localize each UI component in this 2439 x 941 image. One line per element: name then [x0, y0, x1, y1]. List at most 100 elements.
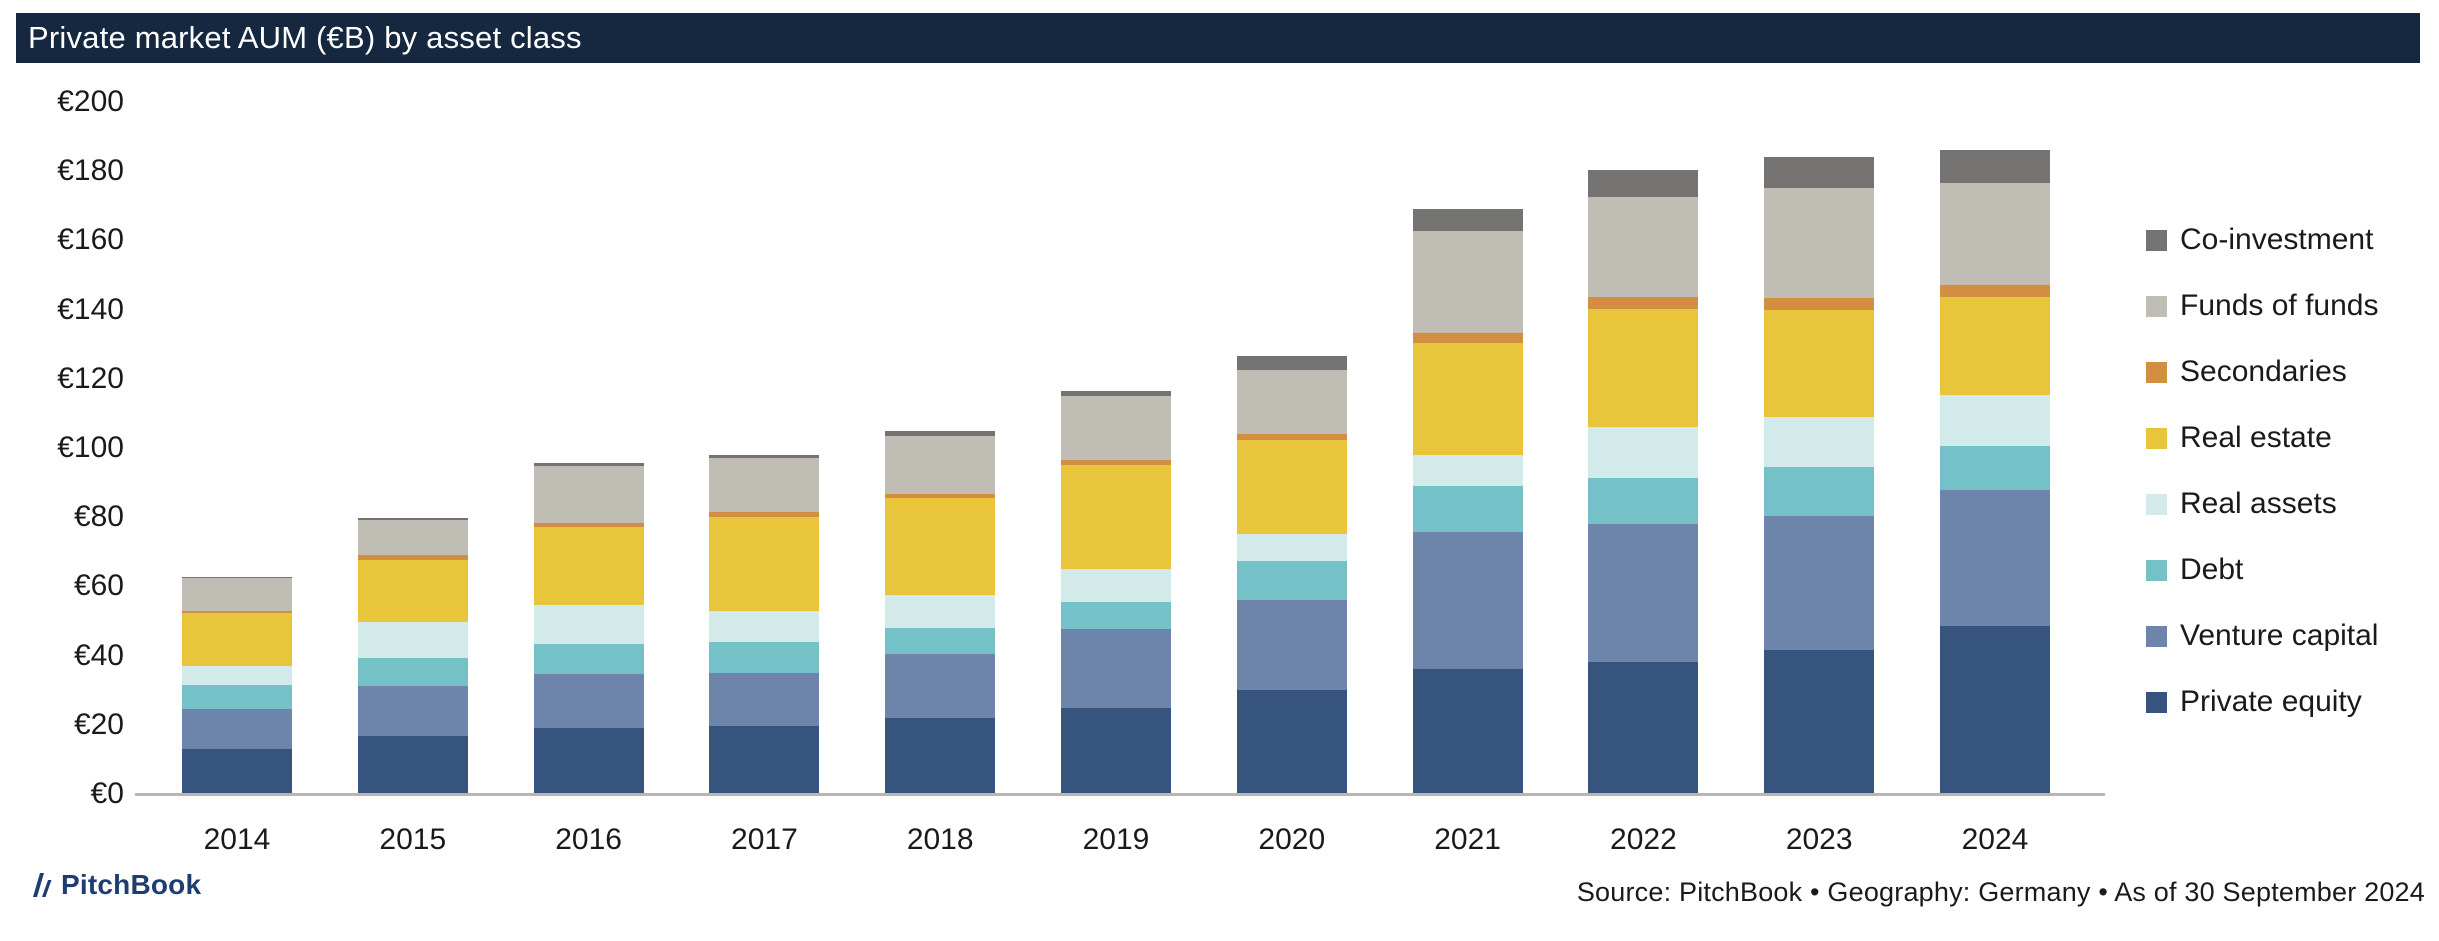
bar-segment-private-equity — [1061, 708, 1171, 794]
legend-item: Real assets — [2146, 487, 2337, 521]
bar-segment-real-estate — [533, 526, 644, 606]
bar-segment-co-investment — [1940, 149, 2050, 183]
legend-label: Real estate — [2180, 421, 2332, 454]
bar-segment-co-investment — [709, 454, 820, 459]
bar-segment-secondaries — [1940, 284, 2050, 298]
chart-title: Private market AUM (€B) by asset class — [28, 20, 582, 55]
bar-segment-real-estate — [182, 613, 292, 666]
bar-segment-debt — [1764, 467, 1875, 516]
bar-segment-venture-capital — [1764, 515, 1875, 651]
legend-swatch-venture-capital — [2146, 625, 2167, 647]
bar-segment-funds-of-funds — [709, 458, 820, 513]
bar-segment-real-assets — [1236, 534, 1347, 562]
bar-segment-co-investment — [357, 517, 468, 520]
bar-segment-real-assets — [1412, 454, 1523, 487]
bar-segment-funds-of-funds — [1412, 230, 1523, 334]
bar-segment-venture-capital — [1061, 628, 1171, 709]
bar-segment-debt — [709, 641, 820, 674]
x-axis-label: 2020 — [1258, 823, 1326, 856]
bar-segment-venture-capital — [1236, 599, 1347, 690]
x-axis-label: 2023 — [1785, 823, 1853, 856]
bar-segment-real-estate — [1764, 309, 1875, 417]
bar-segment-secondaries — [1236, 434, 1347, 440]
x-axis-label: 2014 — [203, 823, 271, 856]
y-axis-tick-label: €0 — [90, 777, 124, 810]
x-axis-label: 2022 — [1610, 823, 1677, 856]
legend-label: Real assets — [2180, 487, 2337, 520]
bar-segment-venture-capital — [885, 653, 996, 719]
bar-segment-real-assets — [182, 665, 292, 685]
bar-segment-debt — [1236, 561, 1347, 600]
bar-segment-secondaries — [1588, 296, 1699, 310]
x-axis-label: 2015 — [379, 823, 447, 856]
bar-segment-co-investment — [1412, 208, 1523, 231]
pitchbook-logo-text: PitchBook — [61, 869, 202, 900]
pitchbook-logo-icon — [30, 871, 54, 899]
bar-segment-co-investment — [1236, 355, 1347, 370]
bar-segment-private-equity — [1764, 650, 1875, 794]
legend-swatch-private-equity — [2146, 691, 2167, 713]
legend-swatch-real-assets — [2146, 493, 2167, 515]
legend-swatch-co-investment — [2146, 229, 2167, 251]
y-axis-tick-label: €20 — [73, 707, 124, 741]
x-axis-label: 2016 — [555, 823, 622, 856]
bar-segment-real-estate — [885, 498, 996, 596]
bar-segment-venture-capital — [709, 673, 820, 726]
bar-segment-secondaries — [885, 494, 996, 499]
x-axis-label: 2017 — [731, 823, 798, 856]
bar-segment-debt — [1412, 486, 1523, 532]
y-axis-tick-label: €40 — [73, 638, 124, 672]
bar-segment-real-assets — [1061, 569, 1171, 602]
bar-segment-funds-of-funds — [182, 578, 292, 611]
bar-segment-venture-capital — [1588, 524, 1699, 662]
bar-segment-private-equity — [1940, 625, 2050, 794]
bar-segment-real-assets — [533, 605, 644, 644]
bar-segment-private-equity — [182, 749, 292, 794]
bar-segment-secondaries — [709, 512, 820, 517]
y-axis-tick-label: €180 — [57, 154, 124, 188]
bar-segment-real-estate — [1588, 309, 1699, 428]
bar-segment-private-equity — [885, 718, 996, 794]
legend-label: Co-investment — [2180, 223, 2374, 256]
legend-swatch-secondaries — [2146, 361, 2167, 383]
bar-segment-real-estate — [1412, 342, 1523, 455]
y-axis-tick-label: €140 — [57, 292, 124, 326]
bar-segment-secondaries — [1061, 460, 1171, 465]
bar-segment-real-estate — [1061, 464, 1171, 570]
bar-segment-real-estate — [1236, 439, 1347, 535]
y-axis-tick-label: €60 — [73, 569, 124, 603]
bar-segment-co-investment — [1764, 156, 1875, 189]
y-axis-tick-label: €120 — [57, 361, 124, 395]
bar-segment-funds-of-funds — [1764, 188, 1875, 299]
bar-segment-secondaries — [533, 523, 644, 527]
bar-segment-private-equity — [1236, 689, 1347, 794]
legend-label: Secondaries — [2180, 355, 2347, 388]
bar-segment-co-investment — [1588, 170, 1699, 197]
x-axis-label: 2021 — [1434, 823, 1501, 856]
x-axis-label: 2019 — [1082, 823, 1150, 856]
legend-item: Co-investment — [2146, 223, 2373, 257]
bar-segment-real-assets — [885, 595, 996, 628]
legend-item: Debt — [2146, 553, 2243, 587]
y-axis-tick-label: €80 — [73, 500, 124, 534]
y-axis-tick-label: €160 — [57, 223, 124, 257]
bar-segment-debt — [885, 627, 996, 654]
title-bar: Private market AUM (€B) by asset class — [16, 13, 2420, 63]
bar-segment-funds-of-funds — [533, 465, 644, 524]
legend-item: Real estate — [2146, 421, 2332, 455]
bar-segment-private-equity — [533, 728, 644, 794]
pitchbook-logo: PitchBook — [30, 868, 201, 902]
legend-item: Funds of funds — [2146, 289, 2378, 323]
bar-segment-real-estate — [1940, 297, 2050, 396]
bar-segment-private-equity — [357, 735, 468, 794]
y-axis-tick-label: €200 — [57, 85, 124, 118]
bar-segment-debt — [1061, 601, 1171, 629]
bar-segment-secondaries — [357, 554, 468, 560]
x-axis-line — [135, 793, 2105, 796]
legend-label: Venture capital — [2180, 619, 2379, 652]
bar-segment-private-equity — [1588, 661, 1699, 794]
bar-segment-real-assets — [1940, 395, 2050, 446]
bar-segment-real-assets — [1764, 416, 1875, 468]
legend-label: Private equity — [2180, 685, 2362, 718]
bar-segment-debt — [1940, 445, 2050, 490]
